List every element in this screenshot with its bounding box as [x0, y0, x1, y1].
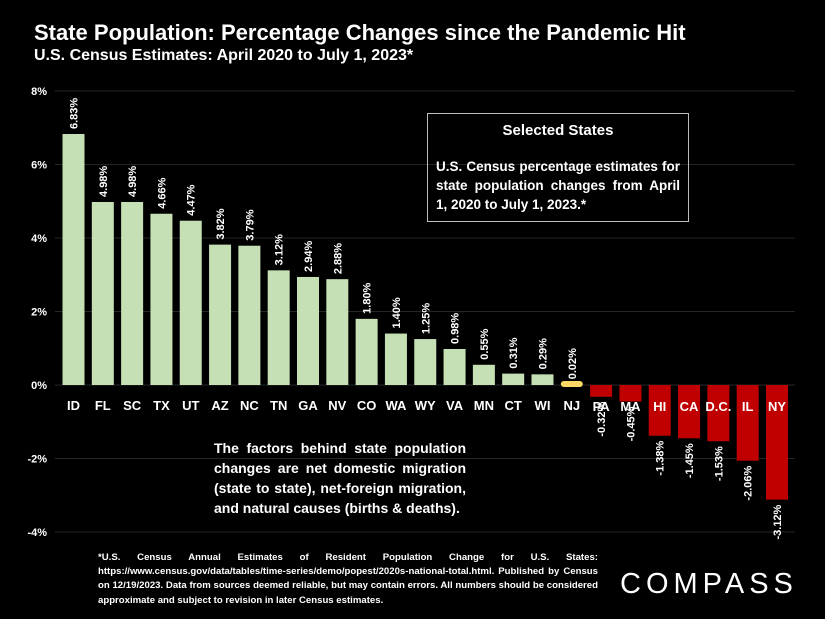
category-label: ID [67, 398, 80, 413]
bar-ut [179, 220, 202, 385]
bar-nv [326, 279, 349, 385]
category-label: NY [768, 399, 786, 414]
bar-az [209, 244, 232, 385]
data-label: 1.80% [362, 282, 374, 313]
callout-body: U.S. Census percentage estimates for sta… [436, 159, 680, 212]
category-label: SC [123, 398, 142, 413]
bar-sc [121, 201, 144, 385]
bar-ca [678, 385, 701, 439]
category-label: PA [593, 399, 611, 414]
category-label: MN [474, 398, 494, 413]
data-label: 1.40% [391, 297, 403, 328]
data-label: 2.88% [332, 243, 344, 274]
category-label: NC [240, 398, 259, 413]
data-label: 4.98% [127, 166, 139, 197]
bar-nc [238, 245, 261, 385]
category-label: NV [328, 398, 346, 413]
bar-tx [150, 213, 173, 385]
chart-subtitle: U.S. Census Estimates: April 2020 to Jul… [34, 47, 414, 64]
data-label: 0.31% [508, 337, 520, 368]
selected-states-callout: Selected States U.S. Census percentage e… [427, 113, 689, 222]
category-label: GA [298, 398, 318, 413]
data-label: 3.79% [244, 209, 256, 240]
category-label: CO [357, 398, 377, 413]
bar-co [355, 318, 378, 385]
data-label: 3.82% [215, 208, 227, 239]
data-label: -1.53% [713, 446, 725, 481]
bar-fl [91, 201, 114, 385]
data-label: 1.25% [420, 303, 432, 334]
bar-ct [502, 373, 525, 385]
category-label: FL [95, 398, 111, 413]
data-label: 0.29% [538, 338, 550, 369]
category-label: D.C. [705, 399, 731, 414]
y-tick-label: 2% [31, 307, 47, 319]
gridlines [55, 90, 795, 533]
bar-wi [531, 374, 554, 385]
category-label: VA [446, 398, 464, 413]
bar-ga [297, 276, 319, 385]
source-footnote: *U.S. Census Annual Estimates of Residen… [98, 552, 598, 606]
callout-title: Selected States [502, 122, 614, 139]
bar-hi [648, 385, 671, 436]
category-label: TN [270, 398, 287, 413]
chart-title: State Population: Percentage Changes sin… [34, 20, 686, 45]
category-label: CT [505, 398, 522, 413]
bar-dc [707, 385, 730, 442]
y-tick-label: 0% [31, 380, 47, 392]
bar-pa [590, 385, 613, 397]
data-label: 6.83% [69, 98, 81, 129]
bar-wy [414, 339, 437, 385]
category-label: UT [182, 398, 199, 413]
category-label: TX [153, 398, 170, 413]
bar-va [443, 348, 466, 385]
data-label: -2.06% [743, 465, 755, 500]
bar-wa [384, 333, 407, 385]
data-label: 0.98% [450, 313, 462, 344]
data-label: -3.12% [772, 504, 784, 539]
data-label: -1.38% [655, 441, 667, 476]
data-label: -1.45% [684, 443, 696, 478]
bar-id [62, 133, 85, 385]
bar-mn [472, 364, 495, 385]
category-label: NJ [564, 398, 581, 413]
data-label: -0.45% [625, 406, 637, 441]
data-label: 0.02% [567, 348, 579, 379]
y-tick-label: 6% [31, 160, 47, 172]
category-label: WY [415, 398, 436, 413]
category-label: AZ [211, 398, 228, 413]
y-tick-label: 4% [31, 233, 47, 245]
y-tick-label: -4% [27, 527, 47, 539]
data-label: 4.98% [98, 166, 110, 197]
category-label: MA [620, 399, 641, 414]
data-labels: 6.83% 4.98% 4.98% 4.66% 4.47% 3.82% 3.79% 3.12%… [69, 98, 785, 540]
category-labels: ID FL SC TX UT AZ NC TN GA NV CO WA WY VA MN CT WI NJ PA MA… [67, 398, 786, 414]
data-label: 3.12% [274, 234, 286, 265]
data-label: 2.94% [303, 241, 315, 272]
bar-nj [560, 381, 583, 387]
bar-tn [267, 270, 290, 385]
data-label: 0.55% [479, 328, 491, 359]
factors-note: The factors behind state population chan… [214, 440, 466, 516]
data-label: 4.47% [186, 184, 198, 215]
data-label: 4.66% [156, 177, 168, 208]
y-tick-label: 8% [31, 86, 47, 98]
category-label: WI [535, 398, 551, 413]
category-label: HI [653, 399, 666, 414]
category-label: WA [385, 398, 407, 413]
bar-ma [619, 385, 642, 402]
bars [62, 133, 788, 500]
category-label: CA [680, 399, 699, 414]
y-axis-ticks: -4% -2% 0% 2% 4% 6% 8% [27, 86, 47, 539]
data-label: -0.32% [596, 402, 608, 437]
y-tick-label: -2% [27, 454, 47, 466]
bar-il [736, 385, 759, 461]
category-label: IL [742, 399, 754, 414]
compass-logo: COMPASS [620, 568, 798, 600]
bar-ny [766, 385, 788, 500]
